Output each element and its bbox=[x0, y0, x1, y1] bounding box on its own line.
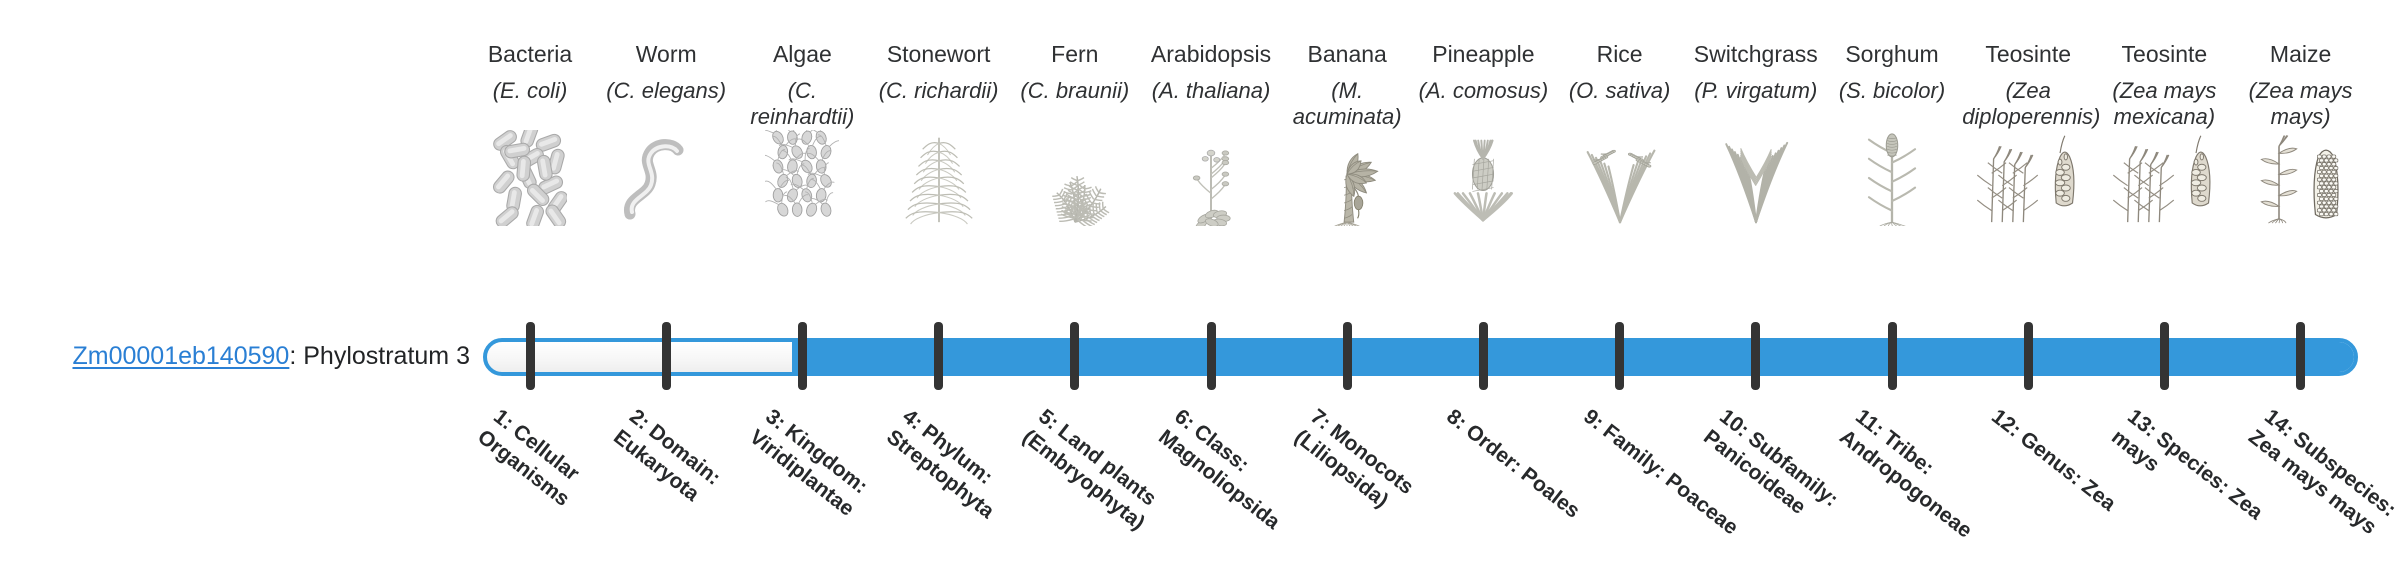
phylostratum-tick-label: 5: Land plants (Embryophyta) bbox=[1018, 404, 1161, 535]
species-common-name: Banana bbox=[1307, 41, 1387, 67]
pineapple-plant-illustration bbox=[1417, 134, 1549, 226]
teosinte-plant-ear-illustration bbox=[1962, 134, 2094, 226]
species-latin-name: (S. bicolor) bbox=[1838, 78, 1946, 103]
phylostratum-tick-label: 1: Cellular Organisms bbox=[473, 404, 584, 511]
phylostratum-tick[interactable] bbox=[1751, 322, 1761, 390]
species-column: Teosinte (Zea diploperennis) bbox=[1962, 40, 2101, 226]
species-common-name: Teosinte bbox=[1985, 41, 2072, 67]
species-latin-name: (M. acuminata) bbox=[1292, 78, 1402, 129]
species-column: Arabidopsis (A. thaliana) bbox=[1145, 40, 1277, 226]
phylostratum-tick-label: 11: Tribe: Andropogoneae bbox=[1835, 404, 1977, 543]
bacteria-rods-illustration bbox=[464, 130, 596, 226]
fern-frond-illustration bbox=[1009, 134, 1141, 226]
maize-plant-ear-illustration bbox=[2235, 134, 2367, 226]
species-common-name: Sorghum bbox=[1845, 41, 1939, 67]
rice-grass-illustration bbox=[1554, 134, 1686, 226]
species-common-name: Fern bbox=[1051, 41, 1099, 67]
species-common-name: Worm bbox=[635, 41, 697, 67]
species-common-name: Arabidopsis bbox=[1150, 41, 1272, 67]
species-column: Bacteria (E. coli) bbox=[464, 40, 596, 226]
species-column: Banana (M. acuminata) bbox=[1281, 40, 1413, 226]
species-latin-name: (C. braunii) bbox=[1020, 78, 1130, 103]
species-latin-name: (Zea mays mays) bbox=[2248, 78, 2353, 129]
phylostratum-tick-label: 9: Family: Poaceae bbox=[1578, 404, 1742, 540]
species-common-name: Algae bbox=[772, 41, 832, 67]
species-common-name: Teosinte bbox=[2121, 41, 2208, 67]
species-latin-name: (C. richardii) bbox=[878, 78, 999, 103]
teosinte-plant-ear-illustration bbox=[2098, 134, 2230, 226]
species-column: Worm (C. elegans) bbox=[600, 40, 732, 226]
phylostratum-tick-label: 12: Genus: Zea bbox=[1987, 404, 2121, 516]
gene-label-separator: : bbox=[289, 342, 304, 370]
phylostratum-value: Phylostratum 3 bbox=[303, 342, 470, 370]
phylostratum-tick[interactable] bbox=[661, 322, 671, 390]
species-latin-name: (C. elegans) bbox=[606, 78, 727, 103]
phylostratum-tick-label: 10: Subfamily: Panicoideae bbox=[1699, 404, 1843, 519]
algae-cells-illustration bbox=[736, 130, 868, 226]
species-common-name: Switchgrass bbox=[1693, 41, 1818, 67]
species-latin-name: (Zea mays mexicana) bbox=[2112, 78, 2217, 129]
phylostratum-tick[interactable] bbox=[1478, 322, 1488, 390]
species-column: Switchgrass (P. virgatum) bbox=[1690, 40, 1822, 226]
phylostratum-tick[interactable] bbox=[525, 322, 535, 390]
species-column: Pineapple (A. comosus) bbox=[1417, 40, 1549, 226]
species-latin-name: (O. sativa) bbox=[1568, 78, 1671, 103]
phylostratum-tick-label: 3: Kingdom: Viridiplantae bbox=[745, 404, 873, 521]
phylostratum-tick[interactable] bbox=[2296, 322, 2306, 390]
phylostratum-tick-label: 6: Class: Magnoliopsida bbox=[1154, 404, 1285, 534]
sorghum-plant-illustration bbox=[1826, 133, 1958, 226]
stonewort-plant-illustration bbox=[873, 134, 1005, 226]
species-common-name: Stonewort bbox=[886, 41, 991, 67]
phylostratum-tick[interactable] bbox=[1342, 322, 1352, 390]
phylostratum-tick[interactable] bbox=[2023, 322, 2033, 390]
phylostratum-tick[interactable] bbox=[797, 322, 807, 390]
species-column: Sorghum (S. bicolor) bbox=[1826, 40, 1958, 226]
phylostratum-tick[interactable] bbox=[1615, 322, 1625, 390]
phylostratum-tick-label: 4: Phylum: Streptophyta bbox=[881, 404, 999, 524]
phylostratum-tick-label: 2: Domain: Eukaryota bbox=[609, 404, 726, 506]
switchgrass-clump-illustration bbox=[1690, 134, 1822, 226]
species-column: Teosinte (Zea mays mexicana) bbox=[2098, 40, 2230, 226]
species-latin-name: (P. virgatum) bbox=[1694, 78, 1818, 103]
species-column: Stonewort (C. richardii) bbox=[873, 40, 1005, 226]
species-column: Fern (C. braunii) bbox=[1009, 40, 1141, 226]
species-latin-name: (C. reinhardtii) bbox=[750, 78, 855, 129]
phylostratum-tick[interactable] bbox=[934, 322, 944, 390]
species-column: Algae (C. reinhardtii) bbox=[736, 40, 868, 226]
gene-phylostratum-label: Zm00001eb140590: Phylostratum 3 bbox=[40, 341, 470, 371]
species-latin-name: (A. comosus) bbox=[1418, 78, 1549, 103]
species-column: Rice (O. sativa) bbox=[1554, 40, 1686, 226]
phylostratum-tick-label: 14: Subspecies: Zea mays mays bbox=[2243, 404, 2400, 540]
banana-tree-illustration bbox=[1281, 134, 1413, 226]
species-latin-name: (Zea diploperennis) bbox=[1962, 78, 2101, 129]
species-common-name: Maize bbox=[2269, 41, 2332, 67]
arabidopsis-plant-illustration bbox=[1145, 134, 1277, 226]
phylostratum-tick[interactable] bbox=[1887, 322, 1897, 390]
phylostratum-tick-label: 8: Order: Poales bbox=[1442, 404, 1585, 523]
species-column: Maize (Zea mays mays) bbox=[2235, 40, 2367, 226]
phylostratum-progress-track[interactable] bbox=[483, 338, 2358, 376]
nematode-worm-illustration bbox=[600, 134, 732, 226]
phylostratum-tick[interactable] bbox=[1070, 322, 1080, 390]
phylostratum-tick-label: 7: Monocots (Liliopsida) bbox=[1290, 404, 1419, 513]
species-latin-name: (E. coli) bbox=[492, 78, 568, 103]
phylostratum-tick-label: 13: Species: Zea mays bbox=[2107, 404, 2268, 525]
phylostratum-progress-fill bbox=[792, 342, 2354, 372]
species-latin-name: (A. thaliana) bbox=[1151, 78, 1271, 103]
phylostratum-tick[interactable] bbox=[1206, 322, 1216, 390]
species-common-name: Bacteria bbox=[487, 41, 573, 67]
species-common-name: Pineapple bbox=[1432, 41, 1535, 67]
species-common-name: Rice bbox=[1596, 41, 1643, 67]
phylostratum-tick[interactable] bbox=[2159, 322, 2169, 390]
gene-id-link[interactable]: Zm00001eb140590 bbox=[72, 342, 290, 370]
